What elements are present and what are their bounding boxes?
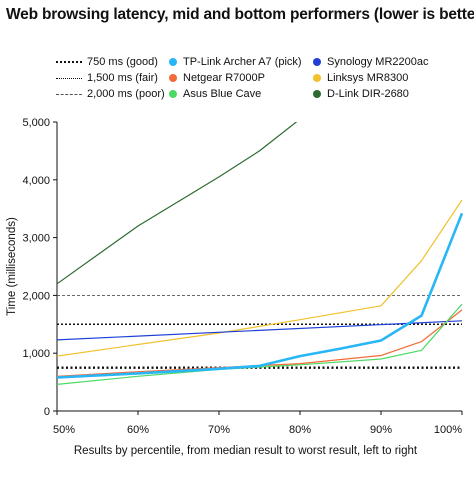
legend-item-ref-fair: 1,500 ms (fair) xyxy=(56,72,158,84)
x-axis-label: Results by percentile, from median resul… xyxy=(74,445,418,457)
x-tick-label: 80% xyxy=(289,424,311,436)
y-tick-label: 4,000 xyxy=(22,175,50,187)
y-tick-label: 5,000 xyxy=(22,117,50,129)
x-tick-label: 60% xyxy=(127,424,149,436)
legend-label: Synology MR2200ac xyxy=(327,56,429,68)
dotted-line-icon xyxy=(56,77,82,79)
y-tick-label: 0 xyxy=(44,406,50,418)
legend-label: TP-Link Archer A7 (pick) xyxy=(183,56,302,68)
series-line xyxy=(57,122,298,285)
legend-item-synology: Synology MR2200ac xyxy=(313,56,429,68)
legend-item-linksys: Linksys MR8300 xyxy=(313,72,408,84)
legend-label: Netgear R7000P xyxy=(183,72,265,84)
dot-icon xyxy=(313,90,321,98)
dashed-line-icon xyxy=(56,93,82,95)
y-tick-label: 1,000 xyxy=(22,348,50,360)
y-tick-label: 2,000 xyxy=(22,290,50,302)
series-line xyxy=(57,320,463,341)
x-tick-label: 100% xyxy=(434,424,462,436)
legend-item-dlink: D-Link DIR-2680 xyxy=(313,88,409,100)
series-line xyxy=(57,303,463,385)
dot-icon xyxy=(169,74,177,82)
dot-icon xyxy=(313,74,321,82)
dot-icon xyxy=(169,58,177,66)
legend: 750 ms (good) 1,500 ms (fair) 2,000 ms (… xyxy=(0,0,474,110)
chart-title: Web browsing latency, mid and bottom per… xyxy=(6,6,474,23)
legend-item-tplink: TP-Link Archer A7 (pick) xyxy=(169,56,302,68)
y-axis-label: Time (milliseconds) xyxy=(6,217,18,316)
legend-label: 750 ms (good) xyxy=(87,56,158,68)
legend-item-ref-good: 750 ms (good) xyxy=(56,56,158,68)
legend-item-netgear: Netgear R7000P xyxy=(169,72,265,84)
y-tick-label: 3,000 xyxy=(22,233,50,245)
legend-label: D-Link DIR-2680 xyxy=(327,88,409,100)
legend-label: 1,500 ms (fair) xyxy=(87,72,158,84)
legend-label: Linksys MR8300 xyxy=(327,72,409,84)
legend-label: Asus Blue Cave xyxy=(183,88,262,100)
x-tick-label: 70% xyxy=(208,424,230,436)
series-line xyxy=(57,309,463,377)
legend-item-asus: Asus Blue Cave xyxy=(169,88,261,100)
dot-icon xyxy=(169,90,177,98)
series-line xyxy=(57,199,463,357)
legend-label: 2,000 ms (poor) xyxy=(87,88,165,100)
legend-item-ref-poor: 2,000 ms (poor) xyxy=(56,88,165,100)
dotted-line-icon xyxy=(56,61,82,63)
series-line xyxy=(57,212,464,379)
x-tick-label: 90% xyxy=(370,424,392,436)
dot-icon xyxy=(313,58,321,66)
x-tick-label: 50% xyxy=(53,424,75,436)
